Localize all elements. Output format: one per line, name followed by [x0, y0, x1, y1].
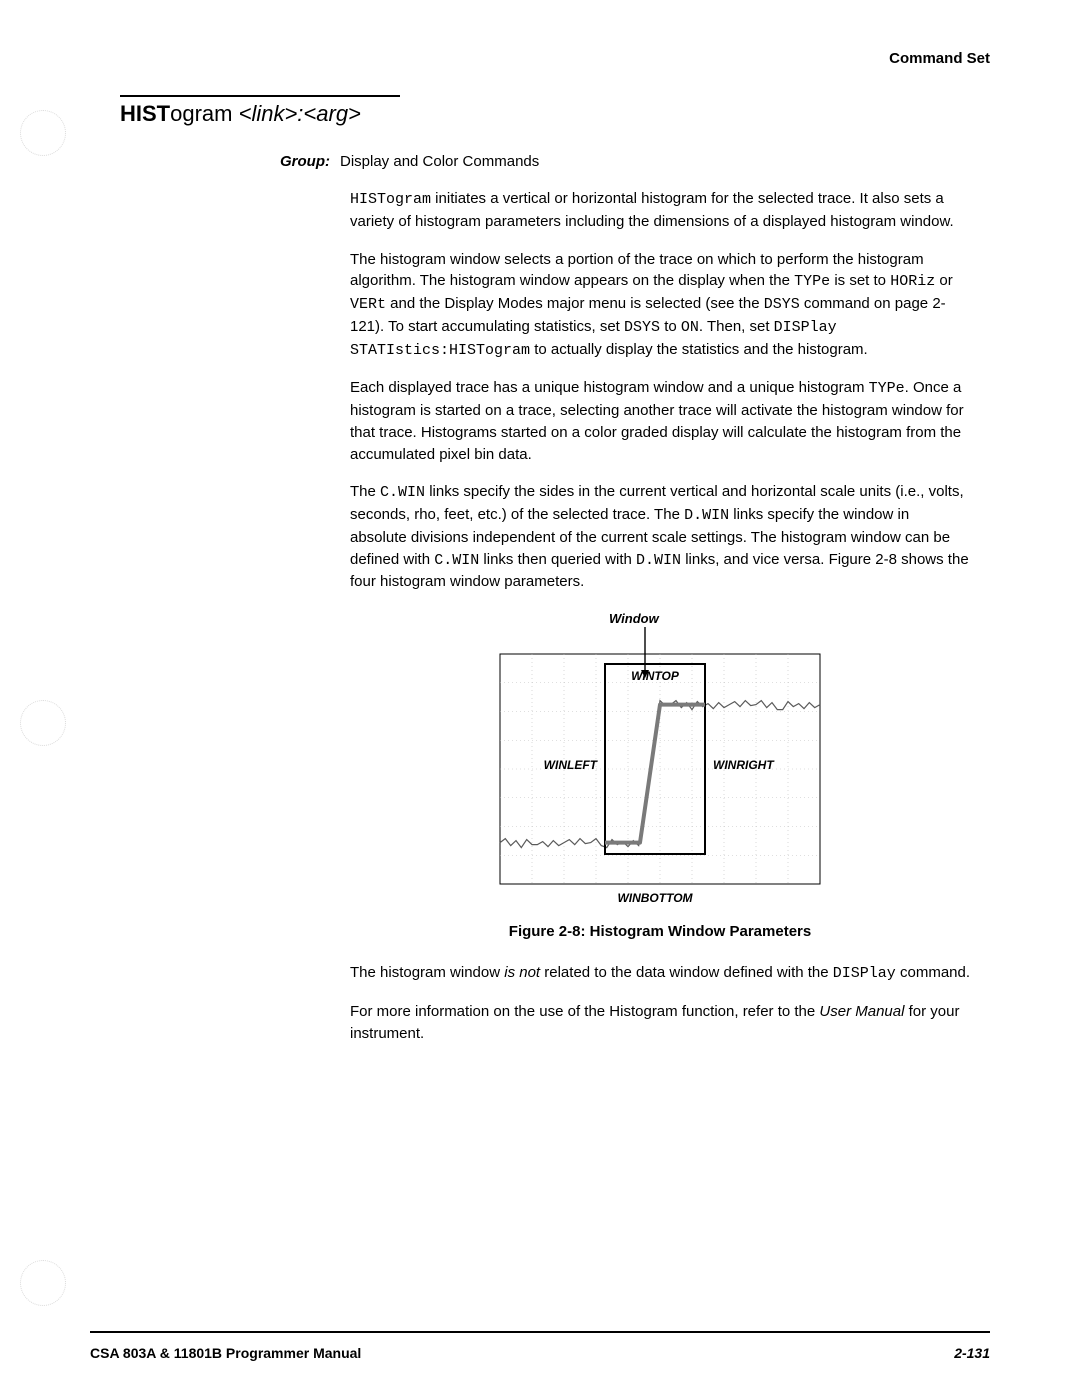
para-4: The C.WIN links specify the sides in the… — [350, 481, 970, 593]
binding-hole-icon — [20, 700, 66, 746]
group-value: Display and Color Commands — [340, 153, 539, 170]
header-section: Command Set — [90, 50, 990, 67]
group-label: Group: — [270, 153, 340, 170]
footer-right: 2-131 — [954, 1345, 990, 1361]
para-6: For more information on the use of the H… — [350, 1001, 970, 1045]
histogram-diagram: Window WINTOP WINLEFT WINRIGHT WINBOTTOM — [460, 609, 860, 909]
group-row: Group: Display and Color Commands — [350, 153, 970, 170]
para-1: HISTogram initiates a vertical or horizo… — [350, 188, 970, 233]
para-5: The histogram window is not related to t… — [350, 962, 970, 985]
body: Group: Display and Color Commands HISTog… — [350, 153, 970, 1044]
page: Command Set HISTogram <link>:<arg> Group… — [0, 0, 1080, 1397]
svg-text:WINBOTTOM: WINBOTTOM — [617, 891, 693, 905]
svg-text:WINRIGHT: WINRIGHT — [713, 758, 775, 772]
title-args: <link>:<arg> — [232, 101, 360, 126]
svg-text:Window: Window — [609, 611, 660, 626]
para-3: Each displayed trace has a unique histog… — [350, 377, 970, 465]
footer-left: CSA 803A & 11801B Programmer Manual — [90, 1345, 361, 1361]
command-title: HISTogram <link>:<arg> — [120, 101, 990, 127]
binding-hole-icon — [20, 1260, 66, 1306]
svg-text:WINTOP: WINTOP — [631, 669, 680, 683]
title-rule — [120, 95, 400, 97]
footer: CSA 803A & 11801B Programmer Manual 2-13… — [90, 1345, 990, 1361]
title-bold: HIST — [120, 101, 170, 126]
para-2: The histogram window selects a portion o… — [350, 249, 970, 362]
title-rest: ogram — [170, 101, 232, 126]
svg-text:WINLEFT: WINLEFT — [544, 758, 599, 772]
figure-caption: Figure 2-8: Histogram Window Parameters — [350, 923, 970, 940]
footer-rule — [90, 1331, 990, 1333]
binding-hole-icon — [20, 110, 66, 156]
figure-2-8: Window WINTOP WINLEFT WINRIGHT WINBOTTOM — [350, 609, 970, 909]
